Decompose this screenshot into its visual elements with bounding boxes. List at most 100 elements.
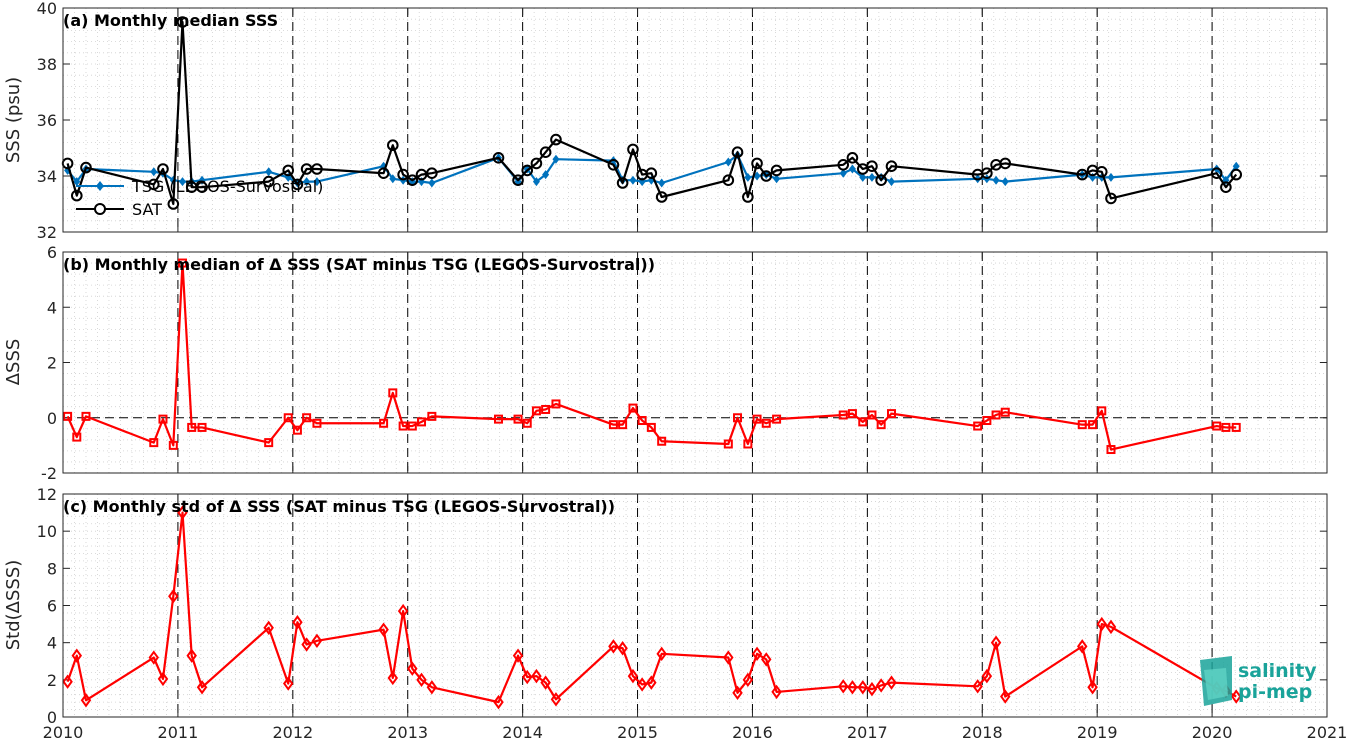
- data-point-diamond: [617, 641, 628, 656]
- data-point-circle: [981, 167, 993, 179]
- axes-frame: [62, 7, 1328, 233]
- data-point-circle: [655, 191, 668, 203]
- series-line-1: [66, 20, 1238, 206]
- data-point-diamond: [263, 620, 274, 636]
- data-point-diamond: [62, 674, 73, 689]
- data-point-circle: [885, 160, 898, 172]
- axes-frame: [62, 493, 1328, 718]
- data-point-circle: [1105, 192, 1117, 205]
- y-tick-label: 8: [47, 559, 57, 578]
- data-point-square: [388, 388, 398, 398]
- data-point-circle: [627, 143, 639, 156]
- series-line-0: [66, 261, 1237, 451]
- data-point-diamond: [148, 650, 160, 665]
- data-point-circle: [751, 157, 763, 170]
- data-point-diamond: [303, 177, 311, 187]
- data-point-diamond: [428, 178, 436, 188]
- legend-tsg-marker: [96, 181, 104, 191]
- data-point-diamond: [179, 177, 187, 187]
- data-point-diamond: [658, 178, 666, 188]
- data-point-diamond: [773, 174, 781, 184]
- data-point-diamond: [532, 177, 540, 187]
- data-point-circle: [492, 152, 505, 164]
- data-point-diamond: [387, 670, 399, 686]
- data-point-diamond: [186, 648, 197, 663]
- data-point-square: [847, 409, 857, 419]
- data-point-circle: [397, 168, 409, 181]
- y-tick-label: 32: [37, 223, 57, 242]
- data-point-diamond: [857, 680, 869, 695]
- data-point-square: [531, 406, 541, 416]
- data-point-square: [379, 418, 389, 428]
- data-point-square: [752, 414, 762, 424]
- logo-line2: pi-mep: [1238, 681, 1312, 703]
- data-point-circle: [386, 139, 399, 151]
- data-point-diamond: [608, 639, 619, 654]
- data-point-circle: [550, 133, 562, 146]
- data-point-circle: [722, 174, 735, 186]
- data-point-circle: [176, 16, 189, 28]
- data-point-circle: [539, 146, 552, 158]
- data-point-square: [149, 438, 159, 448]
- data-point-diamond: [1107, 172, 1115, 182]
- data-point-diamond: [378, 622, 389, 637]
- data-point-square: [81, 411, 91, 421]
- data-point-diamond: [426, 680, 438, 695]
- data-point-circle: [837, 159, 850, 171]
- data-point-circle: [1210, 167, 1223, 179]
- data-point-diamond: [732, 685, 743, 701]
- x-tick-label: 2021: [1307, 723, 1348, 742]
- data-point-circle: [530, 157, 543, 170]
- data-point-square: [417, 417, 427, 427]
- data-point-diamond: [150, 167, 158, 177]
- data-point-circle: [196, 181, 208, 193]
- y-tick-label: 4: [47, 634, 57, 653]
- y-tick-label: -2: [41, 464, 57, 483]
- data-point-diamond: [761, 652, 772, 667]
- data-point-square: [867, 410, 877, 420]
- y-tick-label: 0: [47, 708, 57, 727]
- data-point-diamond: [552, 154, 560, 164]
- data-point-diamond: [397, 603, 409, 619]
- data-point-diamond: [868, 172, 876, 182]
- y-tick-label: 4: [47, 298, 57, 317]
- data-point-square: [551, 399, 561, 409]
- data-point-square: [283, 413, 293, 423]
- salinity-pimep-logo: salinity pi-mep: [1200, 656, 1317, 706]
- data-point-diamond: [972, 679, 983, 694]
- data-point-square: [494, 414, 504, 424]
- data-point-circle: [1220, 181, 1232, 193]
- x-tick-label: 2014: [502, 723, 543, 742]
- data-point-circle: [770, 164, 783, 177]
- data-point-circle: [742, 191, 754, 203]
- data-point-circle: [999, 157, 1012, 170]
- data-point-circle: [262, 175, 275, 188]
- data-point-diamond: [512, 648, 524, 663]
- data-point-diamond: [724, 157, 732, 167]
- data-point-square: [723, 439, 733, 449]
- data-point-diamond: [313, 177, 321, 187]
- panel-c-ylabel: Std(ΔSSS): [3, 560, 24, 651]
- data-point-circle: [875, 174, 887, 186]
- logo-line1: salinity: [1238, 660, 1317, 682]
- panel-b-title: (b) Monthly median of Δ SSS (SAT minus T…: [63, 255, 655, 274]
- data-point-diamond: [646, 675, 657, 690]
- y-tick-label: 2: [47, 354, 57, 373]
- data-point-diamond: [847, 680, 858, 695]
- data-point-diamond: [542, 170, 550, 180]
- data-point-diamond: [1000, 689, 1011, 704]
- series-line-0: [66, 511, 1237, 704]
- data-point-diamond: [848, 164, 856, 174]
- y-tick-label: 2: [47, 671, 57, 690]
- data-point-circle: [1095, 166, 1108, 178]
- data-point-square: [312, 418, 322, 428]
- data-point-diamond: [407, 661, 418, 676]
- legend: TSG (LEGOS-Survostral) SAT: [76, 177, 323, 219]
- data-point-square: [646, 422, 656, 432]
- data-point-circle: [291, 178, 304, 191]
- data-point-diamond: [301, 637, 312, 652]
- data-point-diamond: [742, 672, 754, 688]
- y-tick-label: 6: [47, 243, 57, 262]
- data-point-diamond: [636, 677, 648, 692]
